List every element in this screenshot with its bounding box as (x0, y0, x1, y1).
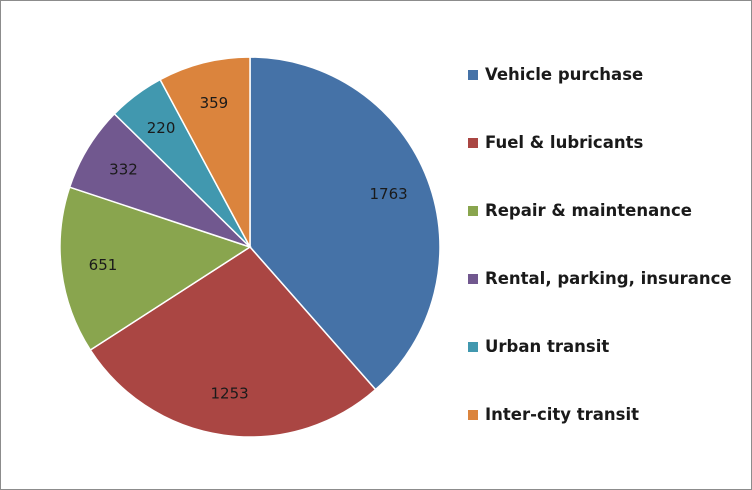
pie-slice-2 (89, 246, 377, 438)
slice-value-label: 1253 (211, 384, 249, 402)
legend-label: Repair & maintenance (485, 201, 692, 220)
slice-value-label: 1763 (370, 185, 408, 203)
slice-value-label: 220 (147, 119, 176, 137)
slice-value-label: 359 (200, 94, 229, 112)
legend-label: Urban transit (485, 337, 610, 356)
legend-swatch (468, 206, 478, 216)
pie-slice-6 (159, 56, 251, 248)
legend-label: Inter-city transit (485, 405, 640, 424)
legend-swatch (468, 274, 478, 284)
legend-label: Rental, parking, insurance (485, 269, 732, 288)
legend-label: Fuel & lubricants (485, 133, 644, 152)
legend-swatch (468, 410, 478, 420)
pie-slice-1 (249, 56, 441, 391)
legend-label: Vehicle purchase (485, 65, 644, 84)
legend-swatch (468, 342, 478, 352)
legend-swatch (468, 138, 478, 148)
pie-value-labels: 1763 1253 651 332 220 359 (89, 94, 408, 402)
slice-value-label: 332 (109, 160, 138, 178)
pie-slice-3 (59, 186, 252, 352)
slice-value-label: 651 (89, 256, 118, 274)
pie-slices (59, 56, 441, 438)
legend-swatch (468, 70, 478, 80)
